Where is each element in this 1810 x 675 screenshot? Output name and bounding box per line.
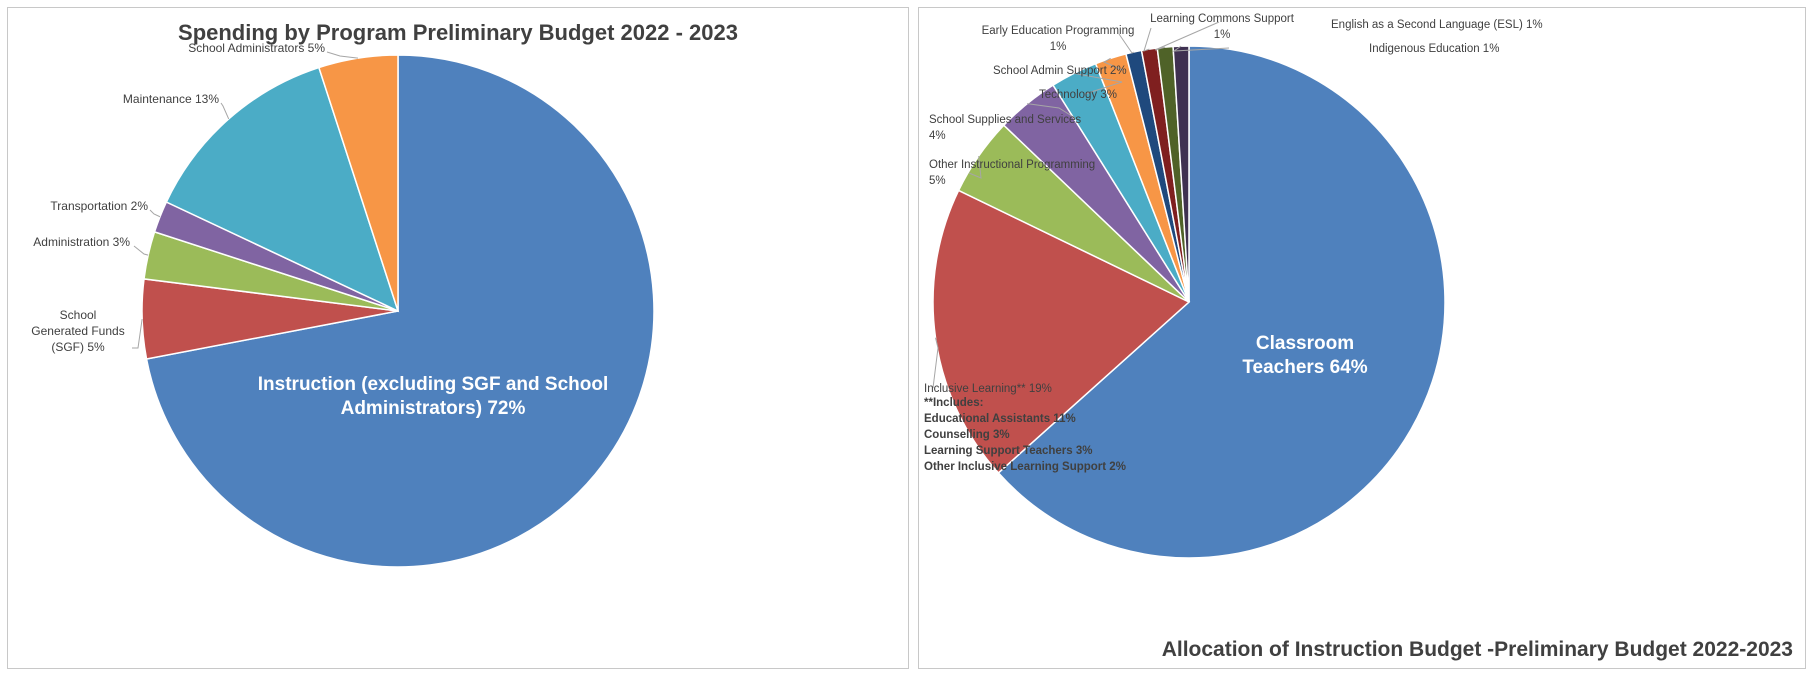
svg-text:1%: 1% [1214, 29, 1231, 41]
svg-text:School: School [60, 308, 97, 322]
slice-label-administration-3: Administration 3% [33, 235, 149, 256]
svg-text:Other Inclusive Learning Suppo: Other Inclusive Learning Support 2% [924, 461, 1126, 473]
pie-slice-classroom-teachers-64 [997, 45, 1446, 559]
left-pie-svg: Instruction (excluding SGF and School Adm… [31, 41, 655, 568]
svg-text:Learning Support Teachers 3%: Learning Support Teachers 3% [924, 445, 1093, 457]
svg-text:5%: 5% [929, 175, 946, 187]
slice-label-technology-3: Technology 3% [1039, 72, 1123, 101]
svg-text:English as a Second Language (: English as a Second Language (ESL) 1% [1331, 19, 1543, 31]
svg-text:Instruction (excluding SGF and: Instruction (excluding SGF and School [258, 374, 608, 395]
pie-slice-instruction-excluding-sgf-and-school-administrators-72 [145, 54, 655, 568]
slice-label-other-instructional-programming-5: Other Instructional Programming 5% [929, 156, 1095, 187]
svg-text:(SGF) 5%: (SGF) 5% [51, 340, 105, 354]
inclusive-learning-note: **Includes: Educational Assistants 11% Cou… [924, 397, 1126, 473]
svg-text:Early Education Programming: Early Education Programming [982, 25, 1135, 37]
slice-label-school-supplies-and-services-4: School Supplies and Services 4% [929, 103, 1081, 142]
svg-text:Educational Assistants 11%: Educational Assistants 11% [924, 413, 1076, 425]
svg-text:Transportation 2%: Transportation 2% [50, 199, 148, 213]
pie-slice-maintenance-13 [165, 66, 400, 313]
slice-label-school-administrators-5: School Administrators 5% [188, 41, 359, 59]
pie-slice-indigenous-education-1 [1172, 45, 1190, 303]
svg-text:Inclusive Learning** 19%: Inclusive Learning** 19% [924, 383, 1052, 395]
svg-text:School Admin Support 2%: School Admin Support 2% [993, 65, 1127, 77]
svg-text:Maintenance 13%: Maintenance 13% [123, 92, 219, 106]
slice-label-instruction-excluding-sgf-and-school-administrators-72: Instruction (excluding SGF and School Adm… [258, 374, 608, 419]
slice-label-maintenance-13: Maintenance 13% [123, 92, 230, 120]
spending-by-program-chart: Instruction (excluding SGF and School Adm… [7, 7, 909, 669]
slice-label-learning-commons-support-1: Learning Commons Support 1% [1143, 13, 1295, 52]
pie-slice-school-administrators-5 [317, 54, 399, 312]
svg-text:Indigenous Education 1%: Indigenous Education 1% [1369, 43, 1499, 55]
slice-label-early-education-programming-1: Early Education Programming 1% [982, 25, 1135, 54]
svg-text:Administration 3%: Administration 3% [33, 235, 130, 249]
slice-label-school-generated-funds-sgf-5: School Generated Funds (SGF) 5% [31, 308, 143, 354]
instruction-allocation-chart: Classroom Teachers 64% Inclusive Learning*… [918, 7, 1806, 669]
slice-label-classroom-teachers-64: Classroom Teachers 64% [1242, 333, 1367, 378]
svg-text:Classroom: Classroom [1256, 333, 1354, 354]
right-pie-svg: Classroom Teachers 64% Inclusive Learning*… [924, 13, 1543, 559]
svg-text:Other Instructional Programmin: Other Instructional Programming [929, 159, 1095, 171]
svg-text:4%: 4% [929, 130, 946, 142]
slice-label-inclusive-learning-19: Inclusive Learning** 19% [924, 337, 1052, 395]
svg-text:**Includes:: **Includes: [924, 397, 983, 409]
svg-text:1%: 1% [1050, 41, 1067, 53]
slice-label-indigenous-education-1: Indigenous Education 1% [1172, 43, 1499, 55]
slice-label-transportation-2: Transportation 2% [50, 199, 161, 218]
svg-text:Learning Commons Support: Learning Commons Support [1150, 13, 1295, 25]
slice-label-school-admin-support-2: School Admin Support 2% [993, 57, 1127, 77]
right-chart-title: Allocation of Instruction Budget -Prelim… [1161, 638, 1793, 661]
svg-text:Administrators) 72%: Administrators) 72% [341, 398, 526, 419]
svg-text:School Administrators 5%: School Administrators 5% [188, 41, 325, 55]
svg-text:School Supplies and Services: School Supplies and Services [929, 114, 1081, 126]
svg-text:Generated Funds: Generated Funds [31, 324, 124, 338]
svg-text:Teachers 64%: Teachers 64% [1242, 357, 1367, 378]
slice-label-english-as-a-second-language-esl-1: English as a Second Language (ESL) 1% [1154, 19, 1543, 51]
svg-text:Counselling 3%: Counselling 3% [924, 429, 1010, 441]
left-chart-title: Spending by Program Preliminary Budget 2… [178, 20, 738, 45]
svg-text:Technology 3%: Technology 3% [1039, 89, 1117, 101]
